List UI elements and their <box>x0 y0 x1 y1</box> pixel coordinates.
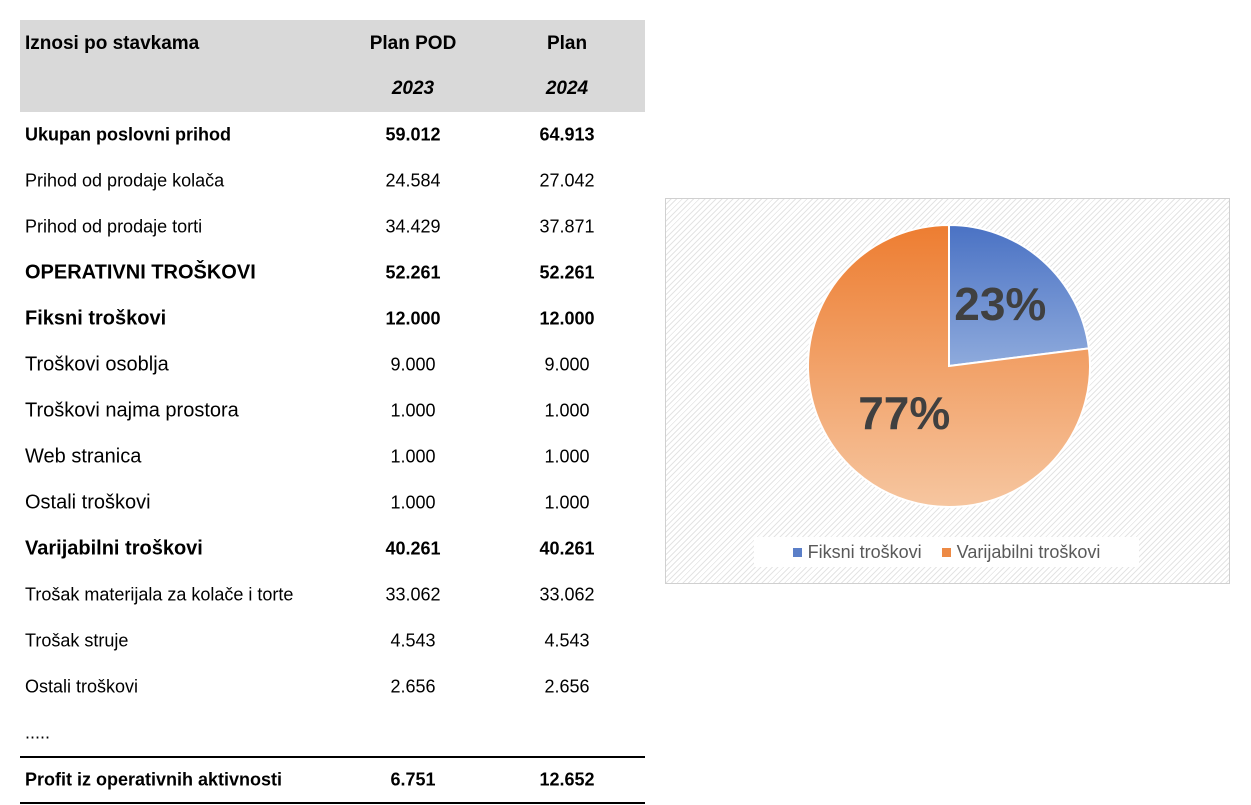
row-value-2024: 4.543 <box>544 630 590 651</box>
row-value-2023: 1.000 <box>390 446 436 467</box>
budget-table: Iznosi po stavkama Plan POD Plan 2023 20… <box>20 20 645 804</box>
row-value-2024: 27.042 <box>539 170 595 191</box>
legend-label: Fiksni troškovi <box>807 541 922 562</box>
row-value-2024: 33.062 <box>539 584 595 605</box>
row-value-2023: 52.261 <box>385 262 441 283</box>
table-row: Ukupan poslovni prihod 59.012 64.913 <box>20 112 645 158</box>
row-label: Ostali troškovi <box>25 491 151 514</box>
row-value-2023: 34.429 <box>385 216 441 237</box>
header-col2-year: 2024 <box>545 78 589 99</box>
row-value-2024: 12.652 <box>539 769 595 790</box>
table-row: Ostali troškovi 2.656 2.656 <box>20 664 645 710</box>
table-row: Trošak materijala za kolače i torte 33.0… <box>20 572 645 618</box>
table-row-profit: Profit iz operativnih aktivnosti 6.751 1… <box>20 756 645 804</box>
row-value-2024: 9.000 <box>544 354 590 375</box>
table-row: Troškovi osoblja 9.000 9.000 <box>20 342 645 388</box>
row-value-2024: 1.000 <box>544 446 590 467</box>
table-row: Ostali troškovi 1.000 1.000 <box>20 480 645 526</box>
row-value-2024: 40.261 <box>539 538 595 559</box>
row-value-2023: 9.000 <box>390 354 436 375</box>
row-value-2023: 1.000 <box>390 400 436 421</box>
chart-legend: Fiksni troškovi Varijabilni troškovi <box>754 537 1139 567</box>
header-col1-title: Plan POD <box>369 33 457 54</box>
table-row: Trošak struje 4.543 4.543 <box>20 618 645 664</box>
header-label: Iznosi po stavkama <box>25 33 200 54</box>
row-value-2023: 2.656 <box>390 676 436 697</box>
legend-item-fiksni: Fiksni troškovi <box>792 541 922 563</box>
row-value-2023: 59.012 <box>385 124 441 145</box>
row-label: Fiksni troškovi <box>25 307 167 330</box>
row-value-2023: 1.000 <box>390 492 436 513</box>
row-label: Ostali troškovi <box>25 676 139 697</box>
row-label: Troškovi najma prostora <box>25 399 239 422</box>
row-label: OPERATIVNI TROŠKOVI <box>25 261 256 284</box>
row-label: Varijabilni troškovi <box>25 537 203 560</box>
pie-slice-fiksni <box>948 223 1091 368</box>
row-value-2023: 33.062 <box>385 584 441 605</box>
table-row: Web stranica 1.000 1.000 <box>20 434 645 480</box>
row-value-2024: 37.871 <box>539 216 595 237</box>
pie-data-label: 23% <box>954 278 1046 330</box>
table-row: OPERATIVNI TROŠKOVI 52.261 52.261 <box>20 250 645 296</box>
legend-item-varijabilni: Varijabilni troškovi <box>941 541 1101 563</box>
row-value-2023: 12.000 <box>385 308 441 329</box>
pie-chart-area: 23% 77% Fiksni troškovi Varijabilni trošk… <box>665 198 1230 584</box>
header-col2-title: Plan <box>546 33 588 54</box>
legend-label: Varijabilni troškovi <box>956 541 1101 562</box>
row-label: Profit iz operativnih aktivnosti <box>25 769 283 790</box>
row-label: Prihod od prodaje kolača <box>25 170 225 191</box>
row-label: Trošak struje <box>25 630 129 651</box>
table-row: Troškovi najma prostora 1.000 1.000 <box>20 388 645 434</box>
pie-slice-varijabilni <box>807 223 1091 508</box>
pie-data-label: 77% <box>858 387 950 439</box>
table-row: Varijabilni troškovi 40.261 40.261 <box>20 526 645 572</box>
row-value-2024: 1.000 <box>544 400 590 421</box>
legend-swatch <box>941 547 951 557</box>
table-header: Iznosi po stavkama Plan POD Plan 2023 20… <box>20 20 645 112</box>
legend-swatch <box>792 547 802 557</box>
row-value-2024: 12.000 <box>539 308 595 329</box>
row-value-2024: 2.656 <box>544 676 590 697</box>
pie-chart: 23% 77% <box>807 223 1091 508</box>
row-value-2024: 52.261 <box>539 262 595 283</box>
table-row: Prihod od prodaje kolača 24.584 27.042 <box>20 158 645 204</box>
row-label: ..... <box>25 722 51 743</box>
row-label: Prihod od prodaje torti <box>25 216 203 237</box>
row-value-2024: 1.000 <box>544 492 590 513</box>
row-value-2023: 24.584 <box>385 170 441 191</box>
row-value-2023: 6.751 <box>390 769 436 790</box>
row-label: Trošak materijala za kolače i torte <box>25 584 294 605</box>
row-label: Web stranica <box>25 445 142 468</box>
row-value-2023: 40.261 <box>385 538 441 559</box>
row-label: Troškovi osoblja <box>25 353 169 376</box>
table-row: ..... <box>20 710 645 756</box>
table-row: Prihod od prodaje torti 34.429 37.871 <box>20 204 645 250</box>
row-value-2024: 64.913 <box>539 124 595 145</box>
row-value-2023: 4.543 <box>390 630 436 651</box>
row-label: Ukupan poslovni prihod <box>25 124 231 145</box>
table-row: Fiksni troškovi 12.000 12.000 <box>20 296 645 342</box>
header-col1-year: 2023 <box>391 78 435 99</box>
